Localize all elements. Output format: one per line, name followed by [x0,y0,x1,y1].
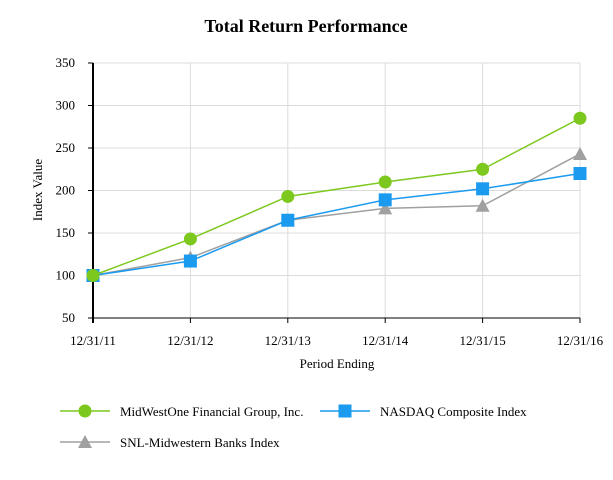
data-point [378,201,393,215]
x-tick-label: 12/31/16 [557,333,604,348]
legend-marker [78,435,92,448]
y-tick-label: 350 [56,55,76,70]
y-tick-label: 300 [56,98,76,113]
y-axis-label: Index Value [30,159,45,221]
y-tick-label: 250 [56,140,76,155]
legend-label: SNL-Midwestern Banks Index [120,435,280,450]
data-point [183,254,197,268]
legend-label: NASDAQ Composite Index [380,404,527,419]
data-point [573,111,587,125]
data-point [183,232,197,246]
x-tick-label: 12/31/12 [167,333,213,348]
data-point [475,198,490,212]
legend-marker [78,404,92,418]
series-line [92,172,581,277]
data-point [573,146,587,160]
data-point [281,213,295,227]
y-tick-label: 50 [62,310,75,325]
data-point [378,193,392,207]
x-tick-label: 12/31/15 [459,333,505,348]
x-axis-label: Period Ending [300,356,375,371]
x-tick-label: 12/31/13 [265,333,311,348]
legend-label: MidWestOne Financial Group, Inc. [120,404,303,419]
data-point [476,182,490,196]
series-line [92,117,581,277]
x-tick-label: 12/31/11 [70,333,116,348]
data-point [281,189,295,203]
y-tick-label: 200 [56,183,76,198]
x-tick-label: 12/31/14 [362,333,409,348]
data-point [378,175,392,189]
data-point [476,162,490,176]
y-tick-label: 100 [56,268,76,283]
y-tick-label: 150 [56,225,76,240]
series-line [92,153,581,277]
chart-title: Total Return Performance [204,16,407,36]
legend-marker [338,404,352,418]
data-point [86,269,100,282]
data-point [573,167,587,180]
